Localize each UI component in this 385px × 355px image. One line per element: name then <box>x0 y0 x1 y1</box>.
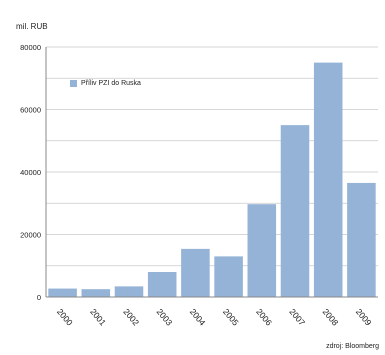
x-tick-label: 2004 <box>188 307 208 328</box>
bar-2001 <box>81 289 111 297</box>
bar-2007 <box>280 125 310 297</box>
bar-series <box>48 62 376 297</box>
x-axis-ticks: 2000 2001 2002 2003 2004 2005 2006 2007 2008 2009 <box>55 307 374 328</box>
bar-2000 <box>48 288 77 297</box>
x-tick-label: 2001 <box>88 307 108 328</box>
bar-2006 <box>247 204 277 297</box>
axes <box>45 47 378 298</box>
bar-2005 <box>214 256 243 297</box>
y-tick-label: 0 <box>37 293 41 302</box>
x-tick-label: 2006 <box>254 307 274 328</box>
y-axis-ticks: 0 20000 40000 60000 80000 <box>20 43 41 302</box>
legend-swatch <box>70 80 77 87</box>
bar-2003 <box>147 272 177 297</box>
y-tick-label: 80000 <box>20 43 41 52</box>
legend-label: Příliv PZI do Ruska <box>81 80 141 87</box>
bar-2009 <box>347 182 376 297</box>
bar-2004 <box>181 248 210 297</box>
y-tick-label: 20000 <box>20 231 41 240</box>
x-tick-label: 2007 <box>287 307 307 328</box>
x-tick-label: 2008 <box>321 307 341 328</box>
x-tick-label: 2005 <box>221 307 241 328</box>
source-note: zdroj: Bloomberg <box>326 343 379 350</box>
y-tick-label: 60000 <box>20 106 41 115</box>
y-tick-label: 40000 <box>20 168 41 177</box>
x-tick-label: 2009 <box>354 307 374 328</box>
unit-label: mil. RUB <box>16 22 48 31</box>
x-tick-label: 2000 <box>55 307 75 328</box>
bar-2002 <box>114 286 144 297</box>
x-tick-label: 2003 <box>155 307 175 328</box>
legend: Příliv PZI do Ruska <box>70 80 141 87</box>
bar-2008 <box>313 62 343 297</box>
x-tick-label: 2002 <box>121 307 141 328</box>
